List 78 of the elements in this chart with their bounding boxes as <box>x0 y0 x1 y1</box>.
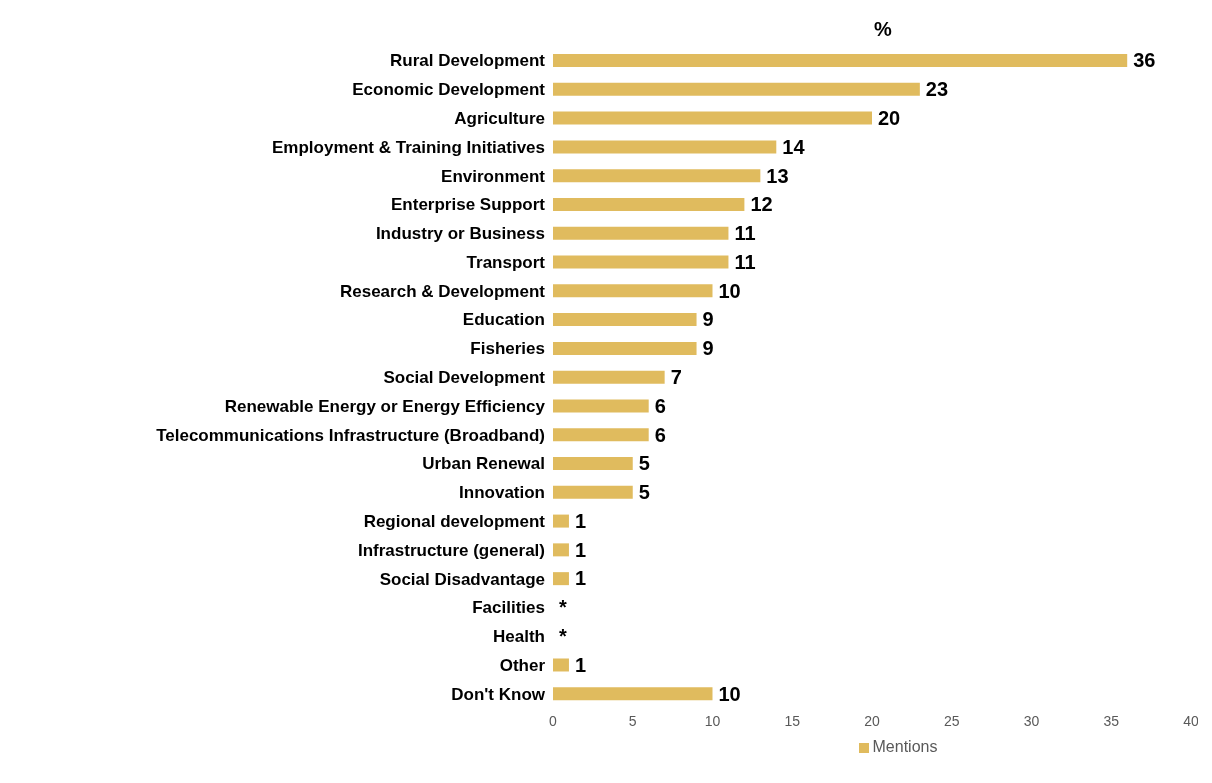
data-label: 23 <box>925 78 949 101</box>
x-tick-label: 15 <box>784 712 801 729</box>
data-label: 6 <box>654 423 666 446</box>
y-tick-label: Enterprise Support <box>391 195 546 215</box>
bar <box>553 284 713 298</box>
x-tick-label: 30 <box>1023 712 1040 729</box>
bar <box>553 341 697 355</box>
y-tick-label: Other <box>499 655 546 675</box>
data-label: 11 <box>734 222 756 245</box>
data-label: 20 <box>878 106 901 129</box>
bar <box>553 428 649 442</box>
data-label: 10 <box>718 279 741 302</box>
bar <box>553 658 569 672</box>
bar <box>553 255 729 269</box>
x-tick-label: 40 <box>1183 712 1199 729</box>
data-label: 1 <box>574 567 587 590</box>
y-tick-label: Telecommunications Infrastructure (Broadband) <box>156 425 545 445</box>
y-tick-label: Research & Development <box>339 281 546 301</box>
data-label: 10 <box>718 682 741 705</box>
bar <box>553 313 697 327</box>
y-tick-label: Renewable Energy or Energy Efficiency <box>224 396 546 416</box>
data-label: 6 <box>654 394 666 417</box>
data-label: 5 <box>638 452 650 475</box>
data-label: 13 <box>766 164 789 187</box>
y-tick-label: Health <box>493 627 545 647</box>
bar <box>553 687 713 701</box>
bar <box>553 370 665 384</box>
x-tick-label: 20 <box>864 712 880 729</box>
bar <box>553 140 777 154</box>
y-tick-label: Social Development <box>383 368 546 388</box>
bar <box>553 399 649 413</box>
data-label: 7 <box>670 366 682 388</box>
bar <box>553 485 633 499</box>
y-tick-label: Transport <box>466 252 546 272</box>
text: * <box>559 596 567 619</box>
y-tick-label: Employment & Training Initiatives <box>272 137 545 157</box>
x-tick-label: 5 <box>628 712 637 729</box>
data-label: 12 <box>750 193 773 216</box>
y-tick-label: Industry or Business <box>375 224 545 244</box>
bar <box>553 514 569 528</box>
x-tick-label: 25 <box>943 712 960 729</box>
x-tick-label: 35 <box>1103 712 1120 729</box>
data-label: 11 <box>734 250 756 273</box>
y-tick-label: Education <box>462 310 545 330</box>
text: * <box>559 625 567 648</box>
bar <box>553 82 920 96</box>
data-label: 36 <box>1133 49 1156 72</box>
y-tick-label: Agriculture <box>454 108 545 128</box>
y-tick-label: Regional development <box>363 511 546 531</box>
data-label: 9 <box>702 337 714 360</box>
data-label: 5 <box>638 481 650 504</box>
y-tick-label: Social Disadvantage <box>379 569 545 589</box>
bar <box>553 543 569 557</box>
y-tick-label: Rural Development <box>390 51 546 71</box>
bar <box>553 169 761 183</box>
data-label: 14 <box>782 135 806 158</box>
bar <box>553 197 745 211</box>
y-tick-label: Fisheries <box>470 339 545 359</box>
data-label: 9 <box>702 308 714 331</box>
y-tick-label: Environment <box>441 166 546 186</box>
bar <box>553 457 633 471</box>
y-tick-label: Economic Development <box>352 80 546 100</box>
y-tick-label: Facilities <box>472 598 545 618</box>
bar <box>553 111 872 125</box>
chart-title: % <box>873 18 893 41</box>
x-tick-label: 10 <box>704 712 721 729</box>
bar <box>553 572 569 586</box>
bar <box>553 54 1128 68</box>
data-label: 1 <box>574 538 587 561</box>
y-tick-label: Infrastructure (general) <box>357 540 545 560</box>
legend-label: Mentions <box>872 738 938 755</box>
x-tick-label: 0 <box>549 712 558 729</box>
y-tick-label: Urban Renewal <box>422 454 545 474</box>
y-tick-label: Don't Know <box>451 684 546 704</box>
data-label: 1 <box>574 509 587 532</box>
y-tick-label: Innovation <box>459 483 545 503</box>
bar <box>553 226 729 240</box>
data-label: 1 <box>574 653 587 676</box>
